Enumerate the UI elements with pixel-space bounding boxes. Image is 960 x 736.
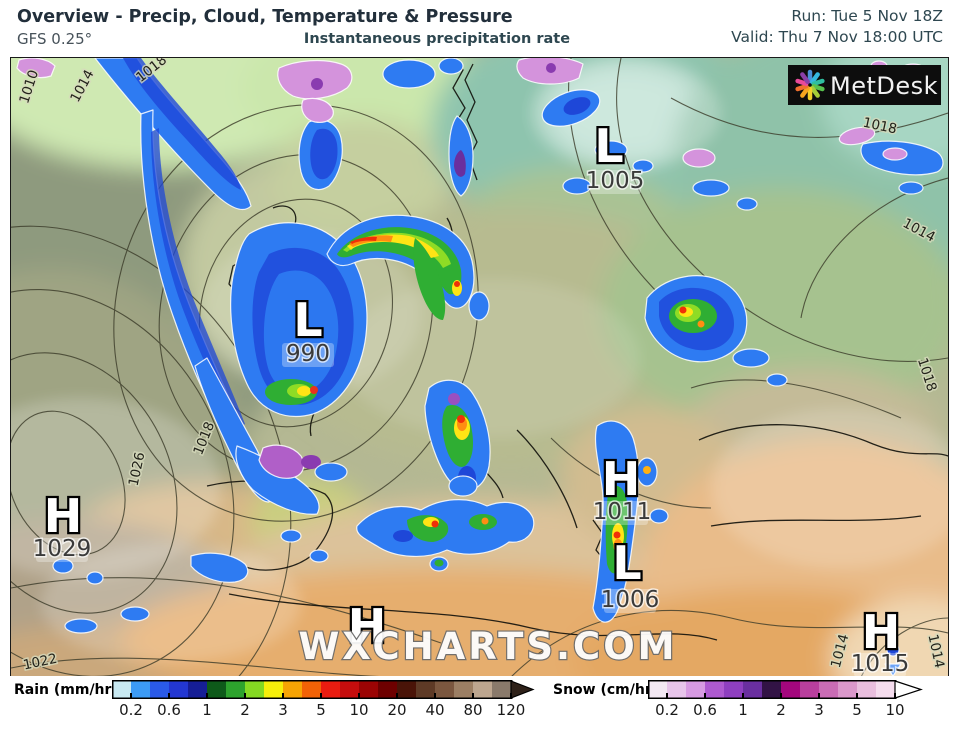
rain-tick-label: 40 (425, 701, 445, 719)
metdesk-pinwheel-icon (795, 69, 825, 101)
metdesk-logo: MetDesk (788, 65, 941, 105)
pressure-letter: H (44, 489, 83, 543)
pressure-letter: H (348, 599, 387, 653)
pressure-letter: L (594, 119, 623, 173)
pressure-letter: L (293, 293, 322, 347)
pressure-value: 990 (286, 341, 330, 367)
rain-tick-label: 120 (496, 701, 526, 719)
pressure-letter: H (602, 452, 641, 506)
snow-tick-label: 2 (776, 701, 786, 719)
pressure-value: 1015 (851, 651, 910, 677)
rain-tick-label: 10 (349, 701, 369, 719)
watermark: WXCHARTS.COM (299, 625, 678, 668)
snow-tick-label: 0.6 (693, 701, 717, 719)
pressure-value: 1005 (586, 168, 645, 194)
model-label: GFS 0.25° (17, 30, 93, 48)
snow-colorbar (648, 680, 923, 699)
rain-tick-label: 3 (278, 701, 288, 719)
pressure-letter: L (612, 536, 641, 590)
snow-tick-label: 0.2 (655, 701, 679, 719)
rain-tick-label: 0.6 (157, 701, 181, 719)
snow-legend-label: Snow (cm/hr) (553, 682, 659, 698)
snow-tick-label: 3 (814, 701, 824, 719)
pressure-value: 1029 (33, 536, 92, 562)
subtitle: Instantaneous precipitation rate (303, 31, 571, 47)
rain-tick-label: 1 (202, 701, 212, 719)
snow-tick-label: 1 (738, 701, 748, 719)
legend-strip: Rain (mm/hr) Snow (cm/hr) 0.2 0.6 1 2 3 5 10 20… (0, 676, 960, 736)
pressure-letter: H (862, 605, 901, 659)
rain-tick-label: 5 (316, 701, 326, 719)
metdesk-logo-text: MetDesk (830, 72, 938, 100)
rain-tick-label: 80 (463, 701, 483, 719)
rain-tick-label: 0.2 (119, 701, 143, 719)
weather-map: 1010 1014 1018 1018 1014 1018 1026 1018 1022 1014… (10, 57, 949, 678)
pressure-value: 1006 (601, 587, 660, 613)
precipitation-areas (16, 58, 944, 677)
page-title: Overview - Precip, Cloud, Temperature & … (17, 7, 513, 27)
rain-tick-label: 2 (240, 701, 250, 719)
run-label: Run: Tue 5 Nov 18Z (791, 7, 943, 25)
rain-legend-label: Rain (mm/hr) (14, 682, 118, 698)
valid-label: Valid: Thu 7 Nov 18:00 UTC (731, 28, 943, 46)
snow-tick-label: 10 (885, 701, 905, 719)
snow-tick-label: 5 (852, 701, 862, 719)
pressure-value: 1011 (593, 499, 652, 525)
rain-tick-label: 20 (387, 701, 407, 719)
rain-colorbar (112, 680, 535, 699)
